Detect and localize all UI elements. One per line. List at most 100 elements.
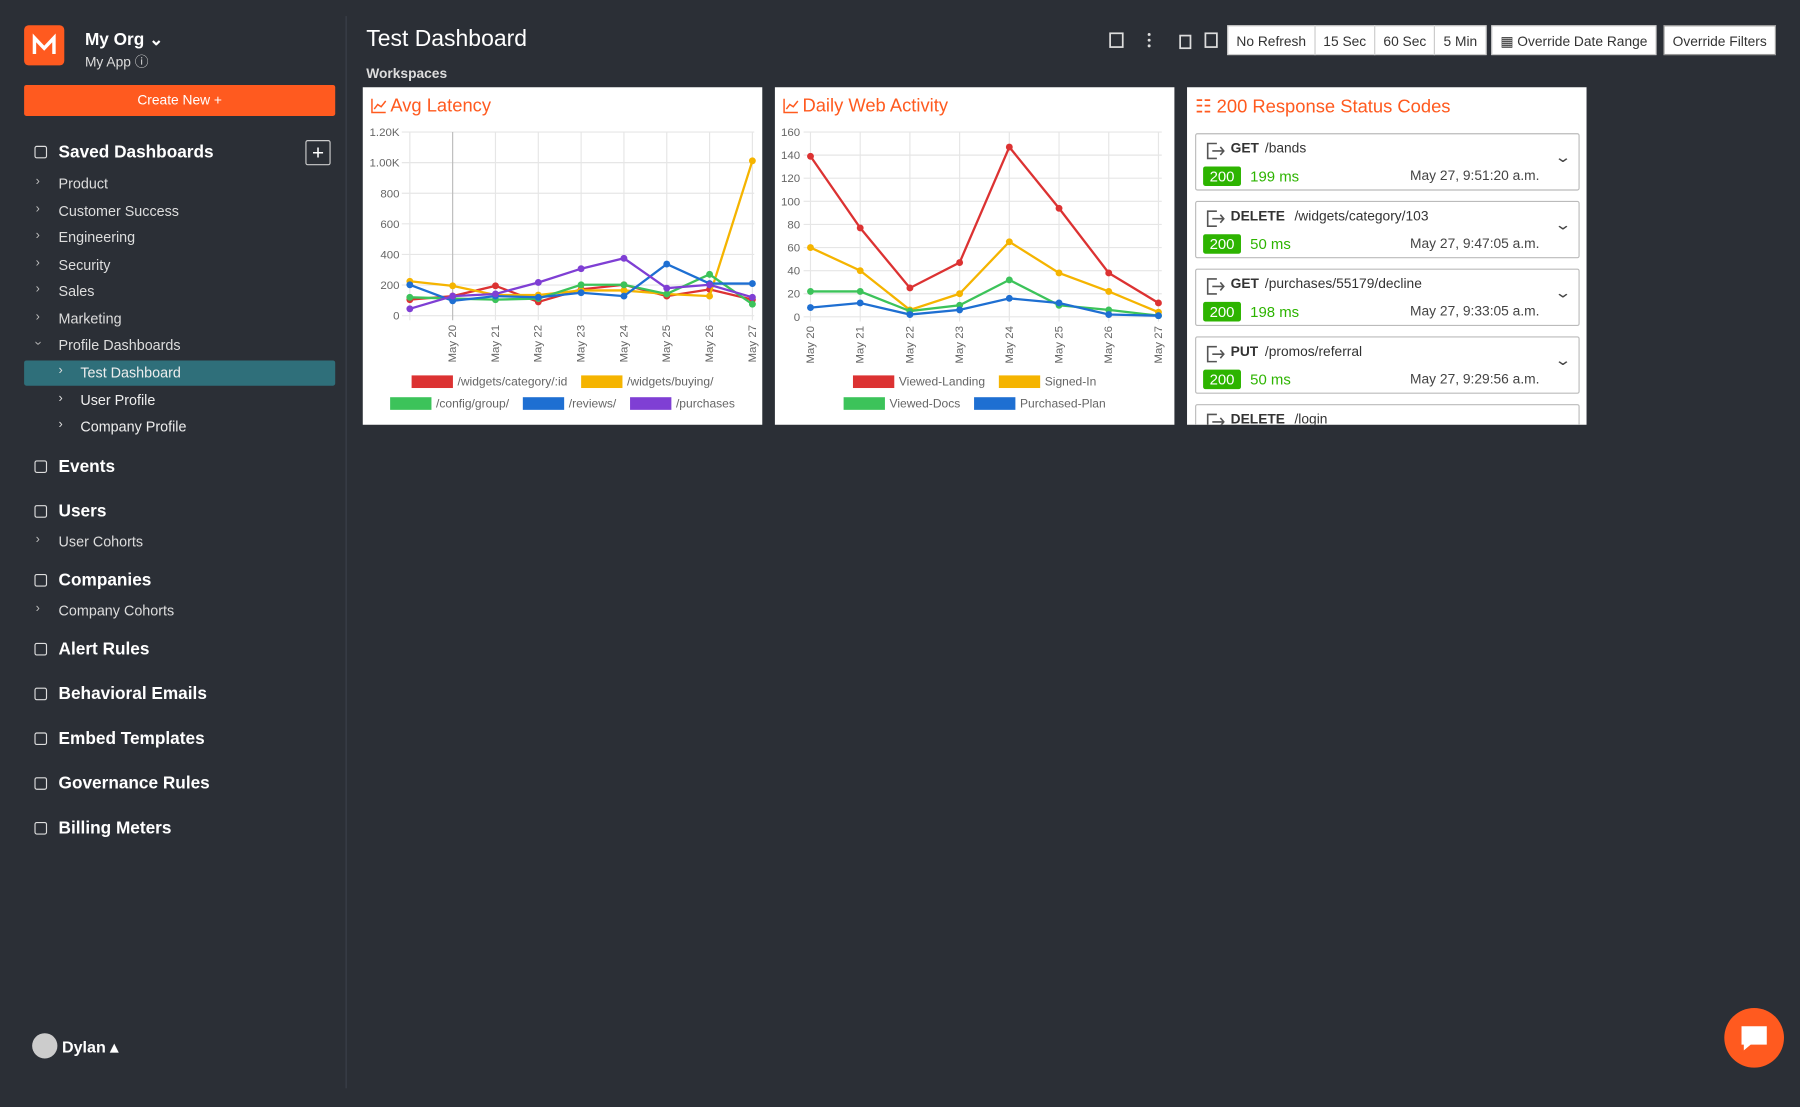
refresh-button[interactable]: No Refresh [1227, 25, 1316, 56]
nav-icon [34, 687, 48, 701]
delete-icon[interactable] [1179, 34, 1192, 50]
legend-label: /reviews/ [569, 397, 617, 411]
status-badge: 200 [1203, 301, 1241, 322]
method-icon [1206, 278, 1225, 295]
chevron: › [35, 201, 40, 216]
series-line [809, 144, 1160, 304]
http-method: PUT [1230, 343, 1259, 360]
data-point [1055, 269, 1063, 277]
latency: 50 ms [1250, 370, 1291, 389]
method-icon-shape [1206, 413, 1225, 425]
refresh-button[interactable]: 15 Sec [1314, 25, 1376, 56]
refresh-button[interactable]: 60 Sec [1374, 25, 1436, 56]
status-badge: 200 [1203, 369, 1241, 390]
response-item[interactable]: DELETE/login [1195, 404, 1580, 425]
legend-label: /purchases [676, 397, 735, 411]
nav-subitem[interactable]: User Cohorts [58, 533, 144, 550]
save-icon[interactable] [1109, 32, 1124, 48]
widget-title-text: 200 Response Status Codes [1216, 97, 1451, 118]
data-point [807, 152, 814, 160]
response-item[interactable]: GET/bands ⌄ 200 199 ms May 27, 9:51:20 a.m. [1195, 133, 1580, 191]
timestamp: May 27, 9:29:56 a.m. [1410, 370, 1540, 387]
nav-item[interactable]: Events [58, 456, 116, 477]
avatar[interactable] [32, 1033, 58, 1059]
data-point [748, 157, 756, 165]
chevron: › [58, 417, 63, 432]
request-path: /purchases/55179/decline [1264, 275, 1422, 292]
data-point [1005, 294, 1013, 302]
nav-item[interactable]: Alert Rules [58, 639, 150, 659]
copy-icon[interactable] [1204, 32, 1218, 48]
dashboard-folder[interactable]: Product [58, 175, 109, 192]
app-name[interactable]: My App ⓘ [84, 53, 149, 71]
refresh-button[interactable]: 5 Min [1434, 25, 1487, 56]
dashboard-item[interactable]: Test Dashboard [80, 365, 181, 382]
logo-mark [32, 33, 56, 54]
x-tick-label: May 20 [805, 326, 817, 364]
timestamp: May 27, 9:33:05 a.m. [1410, 303, 1540, 320]
nav-item[interactable]: Users [58, 501, 107, 522]
x-tick-label: May 25 [661, 325, 673, 363]
response-item[interactable]: DELETE/widgets/category/103 ⌄ 200 50 ms May … [1195, 200, 1580, 259]
response-item[interactable]: GET/purchases/55179/decline ⌄ 200 198 ms May… [1195, 268, 1580, 327]
data-point [1055, 299, 1063, 307]
selected-highlight [24, 360, 336, 386]
legend-swatch [843, 397, 885, 410]
nav-icon [34, 777, 48, 790]
dashboard-folder[interactable]: Engineering [58, 229, 136, 246]
x-tick-label: May 27 [747, 325, 759, 363]
user-menu[interactable]: Dylan ▴ [61, 1037, 119, 1057]
nav-item[interactable]: Governance Rules [58, 773, 210, 794]
status-badge: 200 [1203, 234, 1241, 254]
data-point [492, 290, 499, 298]
data-point [956, 306, 964, 314]
y-tick-label: 140 [781, 150, 800, 162]
data-point [663, 290, 671, 298]
data-point [906, 311, 914, 318]
date-range-label: Override Date Range [1517, 33, 1648, 50]
nav-subitem[interactable]: Company Cohorts [58, 602, 175, 619]
data-point [449, 292, 457, 300]
section-title[interactable]: Saved Dashboards [58, 142, 214, 162]
method-icon [1206, 142, 1225, 160]
filter-button[interactable]: Override Filters [1663, 25, 1776, 56]
data-point [534, 279, 542, 286]
nav-item[interactable]: Companies [58, 570, 152, 591]
method-icon-shape [1206, 142, 1225, 160]
create-button[interactable]: Create New + [24, 84, 336, 116]
request-path: /widgets/category/103 [1294, 207, 1429, 224]
dashboard-item[interactable]: Company Profile [80, 419, 187, 436]
chat-button[interactable] [1724, 1007, 1784, 1068]
data-point [748, 300, 756, 308]
x-tick-label: May 25 [1053, 326, 1065, 364]
dashboard-item[interactable]: User Profile [80, 392, 156, 409]
chart-title: Avg Latency [390, 94, 492, 115]
legend-label: Viewed-Landing [899, 375, 985, 389]
latency-widget: Avg Latency 0 200 400 600 800 1.00K 1.20K May 20… [362, 87, 763, 425]
org-name[interactable]: My Org ⌄ [84, 29, 164, 50]
chart: Avg Latency 0 200 400 600 800 1.00K 1.20K May 20… [370, 94, 759, 411]
add-dashboard-button[interactable]: + [305, 140, 331, 166]
legend-swatch [998, 375, 1041, 389]
legend-item: /reviews/ [522, 397, 617, 411]
data-point [577, 281, 585, 289]
x-tick-label: May 24 [618, 324, 630, 362]
dashboard-folder[interactable]: Security [58, 256, 111, 273]
nav-item[interactable]: Behavioral Emails [58, 684, 207, 704]
data-point [807, 287, 814, 295]
dashboard-folder[interactable]: Customer Success [58, 202, 179, 219]
data-point [856, 287, 864, 295]
data-point [534, 293, 542, 301]
dashboard-folder[interactable]: Marketing [58, 310, 122, 327]
date-range-button[interactable]: ▦ Override Date Range [1491, 25, 1657, 56]
request-path: /promos/referral [1264, 343, 1363, 360]
nav-item[interactable]: Billing Meters [58, 818, 172, 839]
x-tick-label: May 21 [490, 325, 502, 363]
legend-swatch [390, 397, 432, 410]
nav-item[interactable]: Embed Templates [58, 728, 205, 749]
dashboard-folder[interactable]: Profile Dashboards [58, 337, 181, 354]
dashboard-folder[interactable]: Sales [58, 283, 95, 300]
logo[interactable] [24, 25, 65, 66]
series-line [810, 297, 1159, 317]
response-item[interactable]: PUT/promos/referral ⌄ 200 50 ms May 27, 9:29… [1195, 336, 1580, 394]
